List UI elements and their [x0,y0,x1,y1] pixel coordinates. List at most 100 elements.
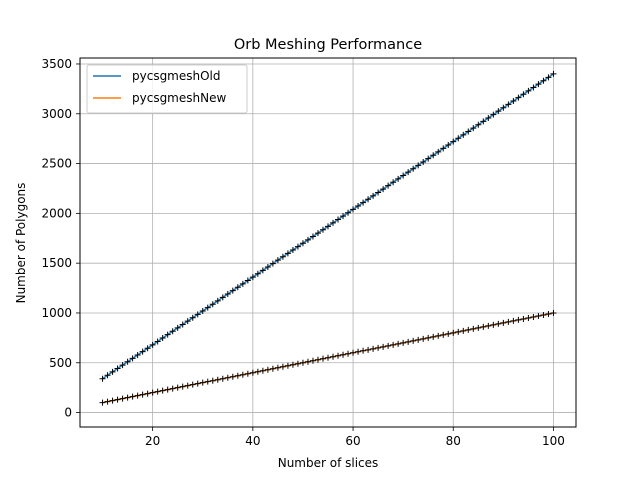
marker-pycsgmeshNew [380,343,387,350]
marker-pycsgmeshNew [475,324,482,331]
legend-label-pycsgmeshOld: pycsgmeshOld [132,69,221,83]
marker-pycsgmeshNew [495,320,502,327]
y-tick-label: 0 [64,406,72,420]
marker-pycsgmeshOld [319,226,326,233]
marker-pycsgmeshOld [405,169,412,176]
marker-pycsgmeshNew [214,376,221,383]
marker-pycsgmeshNew [520,315,527,322]
marker-pycsgmeshNew [390,341,397,348]
marker-pycsgmeshNew [239,371,246,378]
marker-pycsgmeshOld [375,189,382,196]
y-axis-title: Number of Polygons [14,183,28,304]
marker-pycsgmeshNew [269,365,276,372]
marker-pycsgmeshNew [375,344,382,351]
marker-pycsgmeshOld [134,351,141,358]
marker-pycsgmeshNew [485,322,492,329]
marker-pycsgmeshOld [174,324,181,331]
marker-pycsgmeshNew [174,384,181,391]
marker-pycsgmeshNew [184,382,191,389]
marker-pycsgmeshNew [304,358,311,365]
marker-pycsgmeshNew [490,321,497,328]
marker-pycsgmeshNew [415,336,422,343]
y-tick-label: 3000 [41,107,72,121]
marker-pycsgmeshOld [159,335,166,342]
marker-pycsgmeshNew [465,326,472,333]
marker-pycsgmeshOld [480,118,487,125]
marker-pycsgmeshNew [535,312,542,319]
marker-pycsgmeshOld [440,145,447,152]
marker-pycsgmeshOld [415,162,422,169]
marker-pycsgmeshNew [515,316,522,323]
marker-pycsgmeshNew [309,357,316,364]
marker-pycsgmeshNew [219,375,226,382]
y-tick-label: 500 [49,356,72,370]
marker-pycsgmeshNew [169,385,176,392]
marker-pycsgmeshOld [460,131,467,138]
marker-pycsgmeshOld [530,84,537,91]
marker-pycsgmeshNew [314,356,321,363]
marker-pycsgmeshOld [124,358,131,365]
marker-pycsgmeshOld [234,284,241,291]
marker-pycsgmeshOld [184,318,191,325]
marker-pycsgmeshNew [179,383,186,390]
marker-pycsgmeshNew [154,388,161,395]
marker-pycsgmeshNew [209,377,216,384]
marker-pycsgmeshNew [194,380,201,387]
marker-pycsgmeshOld [525,87,532,94]
marker-pycsgmeshOld [420,158,427,165]
plot-area [80,58,576,427]
marker-pycsgmeshNew [400,339,407,346]
marker-pycsgmeshNew [480,323,487,330]
marker-pycsgmeshNew [435,332,442,339]
marker-pycsgmeshOld [535,81,542,88]
x-axis-title: Number of slices [278,456,379,470]
marker-pycsgmeshOld [505,101,512,108]
marker-pycsgmeshNew [319,355,326,362]
marker-pycsgmeshOld [495,108,502,115]
marker-pycsgmeshNew [249,369,256,376]
marker-pycsgmeshNew [144,390,151,397]
y-tick-label: 3500 [41,57,72,71]
marker-pycsgmeshOld [370,192,377,199]
marker-pycsgmeshOld [144,345,151,352]
marker-pycsgmeshNew [119,395,126,402]
marker-pycsgmeshOld [355,202,362,209]
marker-pycsgmeshNew [284,362,291,369]
marker-pycsgmeshNew [365,346,372,353]
marker-pycsgmeshOld [279,253,286,260]
marker-pycsgmeshOld [385,182,392,189]
marker-pycsgmeshNew [279,363,286,370]
marker-pycsgmeshNew [99,399,106,406]
marker-pycsgmeshOld [264,263,271,270]
marker-pycsgmeshOld [500,104,507,111]
marker-pycsgmeshOld [214,297,221,304]
marker-pycsgmeshNew [550,309,557,316]
marker-pycsgmeshNew [259,367,266,374]
marker-pycsgmeshNew [340,351,347,358]
marker-pycsgmeshOld [294,243,301,250]
marker-pycsgmeshOld [169,328,176,335]
data-markers [99,70,557,406]
marker-pycsgmeshNew [540,311,547,318]
y-tick-label: 2500 [41,157,72,171]
marker-pycsgmeshOld [164,331,171,338]
x-axis-ticks: 20 40 60 80 100 [145,427,565,448]
marker-pycsgmeshNew [500,319,507,326]
marker-pycsgmeshNew [114,396,121,403]
marker-pycsgmeshNew [204,378,211,385]
marker-pycsgmeshNew [530,313,537,320]
y-axis-ticks: 0 500 1000 1500 2000 2500 3000 3500 [41,57,80,420]
marker-pycsgmeshNew [525,314,532,321]
marker-pycsgmeshNew [440,331,447,338]
marker-pycsgmeshOld [350,206,357,213]
marker-pycsgmeshOld [154,338,161,345]
marker-pycsgmeshOld [179,321,186,328]
marker-pycsgmeshNew [299,359,306,366]
marker-pycsgmeshNew [445,330,452,337]
marker-pycsgmeshOld [465,128,472,135]
marker-pycsgmeshNew [395,340,402,347]
marker-pycsgmeshOld [209,301,216,308]
marker-pycsgmeshOld [274,257,281,264]
marker-pycsgmeshOld [269,260,276,267]
marker-pycsgmeshNew [420,335,427,342]
